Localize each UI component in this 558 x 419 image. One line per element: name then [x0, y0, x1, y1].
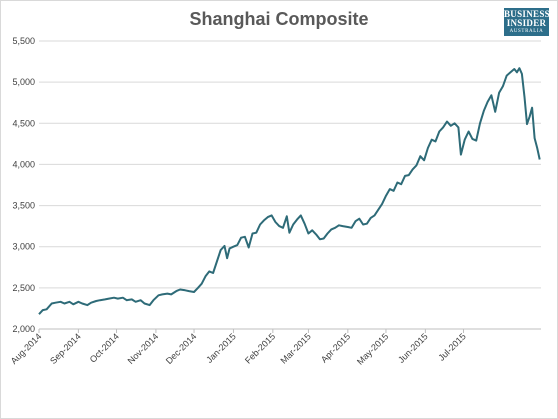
series-line — [38, 67, 541, 315]
y-tick-label: 3,500 — [12, 201, 35, 211]
x-axis-ticks: Aug-2014 Sep-2014 Oct-2014 Nov-2014 Dec-2014… — [9, 329, 468, 367]
x-tick-label: Oct-2014 — [88, 331, 121, 364]
series-layer — [38, 67, 541, 315]
x-tick-label: Apr-2015 — [319, 331, 352, 364]
x-tick-label: May-2015 — [355, 331, 390, 366]
x-tick-label: Feb-2015 — [243, 331, 277, 365]
x-tick-label: Nov-2014 — [126, 331, 161, 366]
y-tick-label: 4,000 — [12, 159, 35, 169]
y-tick-label: 4,500 — [12, 118, 35, 128]
x-tick-label: Jul-2015 — [436, 331, 467, 362]
x-tick-label: Jan-2015 — [204, 331, 238, 365]
y-tick-label: 2,000 — [12, 324, 35, 334]
x-tick-label: Dec-2014 — [164, 331, 199, 366]
y-tick-label: 3,000 — [12, 242, 35, 252]
gridlines — [39, 40, 541, 289]
logo-line-1: BUSINESS — [504, 9, 550, 19]
y-tick-label: 5,000 — [12, 77, 35, 87]
logo-line-3: AUSTRALIA — [509, 29, 544, 34]
y-tick-label: 5,500 — [12, 36, 35, 46]
chart-title: Shanghai Composite — [189, 9, 369, 29]
x-tick-label: Aug-2014 — [9, 331, 44, 366]
logo-line-2: INSIDER — [506, 18, 547, 28]
x-tick-label: Jun-2015 — [396, 331, 430, 365]
x-tick-label: Mar-2015 — [279, 331, 313, 365]
y-tick-label: 2,500 — [12, 283, 35, 293]
business-insider-logo: BUSINESS INSIDER AUSTRALIA — [504, 8, 550, 36]
y-axis-ticks: 2,000 2,500 3,000 3,500 4,000 4,500 5,000 5,500 — [12, 36, 35, 334]
x-tick-label: Sep-2014 — [48, 331, 83, 366]
